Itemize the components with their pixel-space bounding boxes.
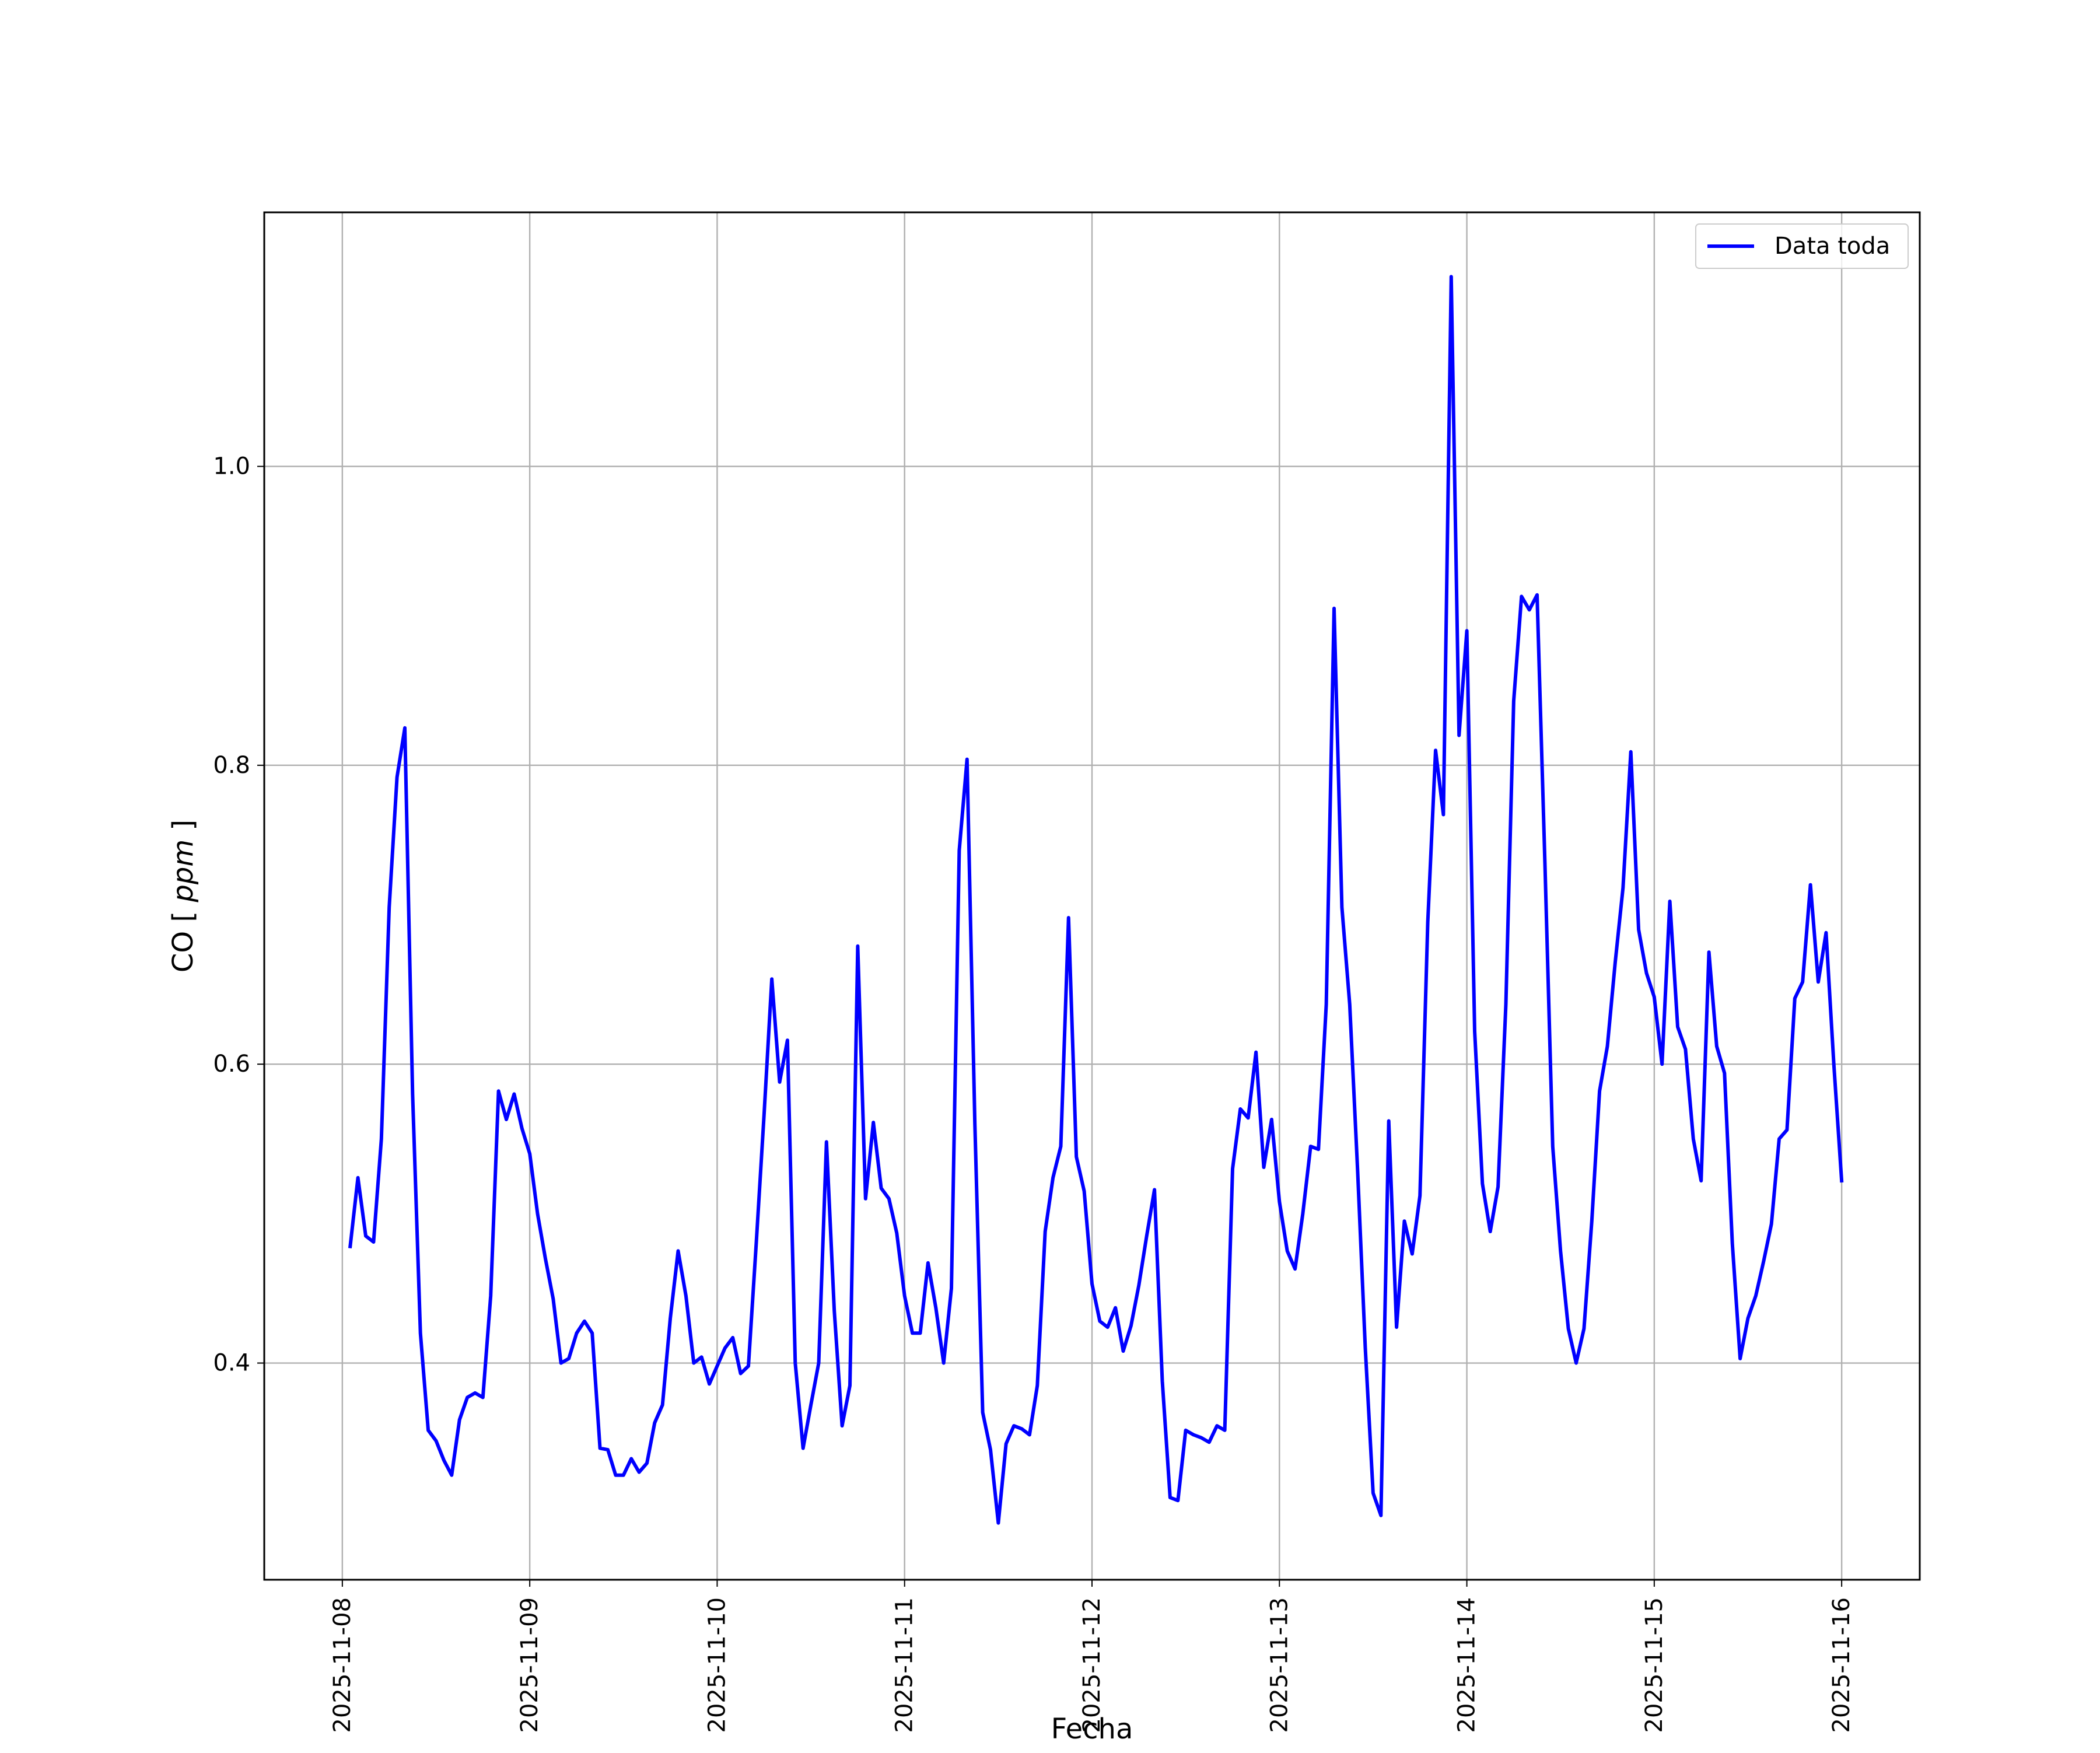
legend-box [1695, 223, 1909, 269]
y-tick-label: 0.4 [213, 1350, 250, 1377]
legend-label: Data toda [1774, 233, 1890, 260]
grid-lines [264, 212, 1920, 1580]
y-axis-label-close-bracket: ] [167, 820, 200, 831]
x-tick-label: 2025-11-12 [1079, 1597, 1105, 1733]
series-layer [348, 275, 1844, 1525]
legend: Data toda [1695, 223, 1909, 269]
y-axis-label-unit: ppm [167, 839, 200, 903]
x-tick-label: 2025-11-16 [1828, 1597, 1855, 1733]
y-axis-label-main: CO [167, 931, 200, 972]
y-axis-label-open-bracket: [ [167, 911, 200, 922]
y-tick-label: 0.8 [213, 752, 250, 779]
x-tick-label: 2025-11-13 [1266, 1597, 1293, 1733]
y-tick-label: 1.0 [213, 453, 250, 480]
tick-marks [257, 466, 1843, 1587]
series-line-data-toda [348, 275, 1844, 1525]
x-tick-label: 2025-11-11 [891, 1597, 918, 1733]
x-tick-label: 2025-11-08 [329, 1597, 356, 1733]
x-tick-label: 2025-11-10 [704, 1597, 730, 1733]
y-tick-labels: 0.4 0.6 0.8 1.0 [213, 453, 250, 1376]
y-axis-label: CO [ ppm ] [167, 820, 200, 972]
x-tick-label: 2025-11-15 [1641, 1597, 1668, 1733]
x-tick-label: 2025-11-09 [516, 1597, 543, 1733]
y-tick-label: 0.6 [213, 1051, 250, 1077]
x-axis-label: Fecha [1051, 1713, 1133, 1745]
x-tick-label: 2025-11-14 [1454, 1597, 1480, 1733]
x-tick-labels: 2025-11-08 2025-11-09 2025-11-10 2025-11-11… [329, 1597, 1855, 1733]
